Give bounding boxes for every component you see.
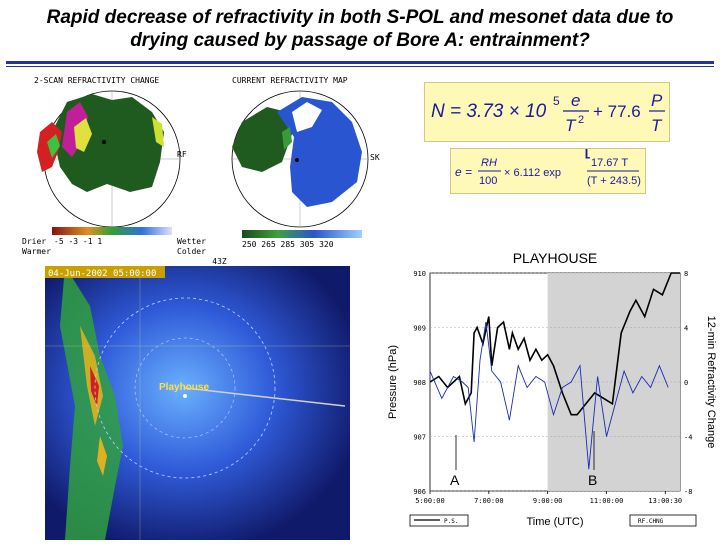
y2-tick-label: -8 xyxy=(684,488,692,496)
slide-title-line1: Rapid decrease of refractivity in both S… xyxy=(46,7,674,28)
formula2-rh: RH xyxy=(481,157,497,169)
formula1-exp: 5 xyxy=(553,94,560,108)
shaded-period xyxy=(547,273,680,491)
y-tick-label: 906 xyxy=(413,488,426,496)
annotation-b: B xyxy=(588,472,597,488)
title-rule-thin xyxy=(6,66,714,67)
radar-right-dry-region xyxy=(232,107,292,172)
radar-right-title: CURRENT REFRACTIVITY MAP xyxy=(232,76,348,85)
annotation-a: A xyxy=(450,472,460,488)
radar-left-title: 2-SCAN REFRACTIVITY CHANGE xyxy=(34,76,159,85)
chart-xlabel: Time (UTC) xyxy=(526,516,583,528)
y2-tick-label: 0 xyxy=(684,379,688,387)
legend-left-label: P.S. xyxy=(444,518,458,525)
radar-right-ticks: 250 265 285 305 320 xyxy=(242,240,334,249)
formula1-den2: T xyxy=(651,116,663,135)
formula1-num2: P xyxy=(651,91,663,110)
radar-right-colorbar xyxy=(242,230,362,238)
formula1-den1: T xyxy=(565,116,577,135)
series-line-1 xyxy=(429,321,669,470)
formula1-num1: e xyxy=(571,91,580,110)
legend-wetter: Wetter xyxy=(177,237,206,246)
title-rule-thick xyxy=(6,61,714,64)
formula1-plus: + 77.6 xyxy=(593,102,641,121)
legend-right-label: RF.CHNG xyxy=(638,518,664,525)
x-tick-label: 11:00:00 xyxy=(590,497,624,505)
formula2-lhs: e = xyxy=(455,165,472,179)
y-tick-label: 910 xyxy=(413,270,426,278)
legend-drier: Drier xyxy=(22,237,46,246)
y2-tick-label: -4 xyxy=(684,434,692,442)
formula2-num: 17.67 T xyxy=(591,157,628,169)
chart-title: PLAYHOUSE xyxy=(513,250,598,266)
x-tick-label: 13:00:30 xyxy=(648,497,682,505)
formula1-den1-exp: 2 xyxy=(578,114,584,126)
formula2-den: (T + 243.5) xyxy=(587,175,641,187)
x-tick-label: 7:00:00 xyxy=(474,497,504,505)
y-tick-label: 908 xyxy=(413,379,426,387)
chart-ylabel: Pressure (hPa) xyxy=(387,345,399,419)
x-tick-label: 5:00:00 xyxy=(415,497,445,505)
legend-right-box xyxy=(629,514,697,527)
vapor-pressure-formula: e = RH 100 × 6.112 exp [ 17.67 T (T + 24… xyxy=(450,134,646,194)
radar-left-colorbar xyxy=(52,227,172,235)
playhouse-marker xyxy=(183,394,187,398)
y2-tick-label: 8 xyxy=(684,270,688,278)
svg-text:[: [ xyxy=(584,149,590,159)
series-line-0 xyxy=(429,272,680,416)
legend-warmer: Warmer xyxy=(22,247,51,256)
formula2-mult: × 6.112 exp xyxy=(504,167,561,179)
playhouse-chart: 910 909 908 907 906 8 4 0 -4 -8 5:00:00 7:00:00 9:… xyxy=(382,245,718,540)
y-tick-label: 907 xyxy=(413,434,426,442)
y2-tick-label: 4 xyxy=(684,325,688,333)
radar-current-refractivity: CURRENT REFRACTIVITY MAP SK 250 265 285 … xyxy=(140,72,402,267)
slide-title: Rapid decrease of refractivity in both S… xyxy=(10,6,710,52)
radar-right-timestamp: 04-JUN-2002 05:43Z xyxy=(212,257,227,266)
x-tick-label: 9:00:00 xyxy=(533,497,563,505)
chart-y2label: 12-min Refractivity Change xyxy=(705,316,717,449)
legend-colder: Colder xyxy=(177,247,206,256)
radar-refractivity-change: 2-SCAN REFRACTIVITY CHANGE RF -5 -3 -1 1… xyxy=(12,72,212,262)
refractivity-formula: N = 3.73 × 10 5 e T 2 + 77.6 P T xyxy=(424,82,670,142)
slide-title-line2: drying caused by passage of Bore A: entr… xyxy=(130,30,590,51)
radar-left-ticks: -5 -3 -1 1 xyxy=(54,237,102,246)
formula2-hundred: 100 xyxy=(479,175,497,187)
radar-right-label-sk: SK xyxy=(370,153,380,162)
playhouse-chart-svg: 910 909 908 907 906 8 4 0 -4 -8 5:00:00 7:00:00 9:… xyxy=(387,250,717,528)
radar-bottom-timestamp: 04-Jun-2002 05:00:00 xyxy=(48,269,156,279)
radar-left-label-rf: RF xyxy=(177,150,187,159)
playhouse-label: Playhouse xyxy=(159,382,209,393)
y-tick-label: 909 xyxy=(413,325,426,333)
formula1-lhs: N = 3.73 × 10 xyxy=(431,101,547,122)
radar-reflectivity-image: 04-Jun-2002 05:00:00 Playhouse xyxy=(45,266,350,540)
